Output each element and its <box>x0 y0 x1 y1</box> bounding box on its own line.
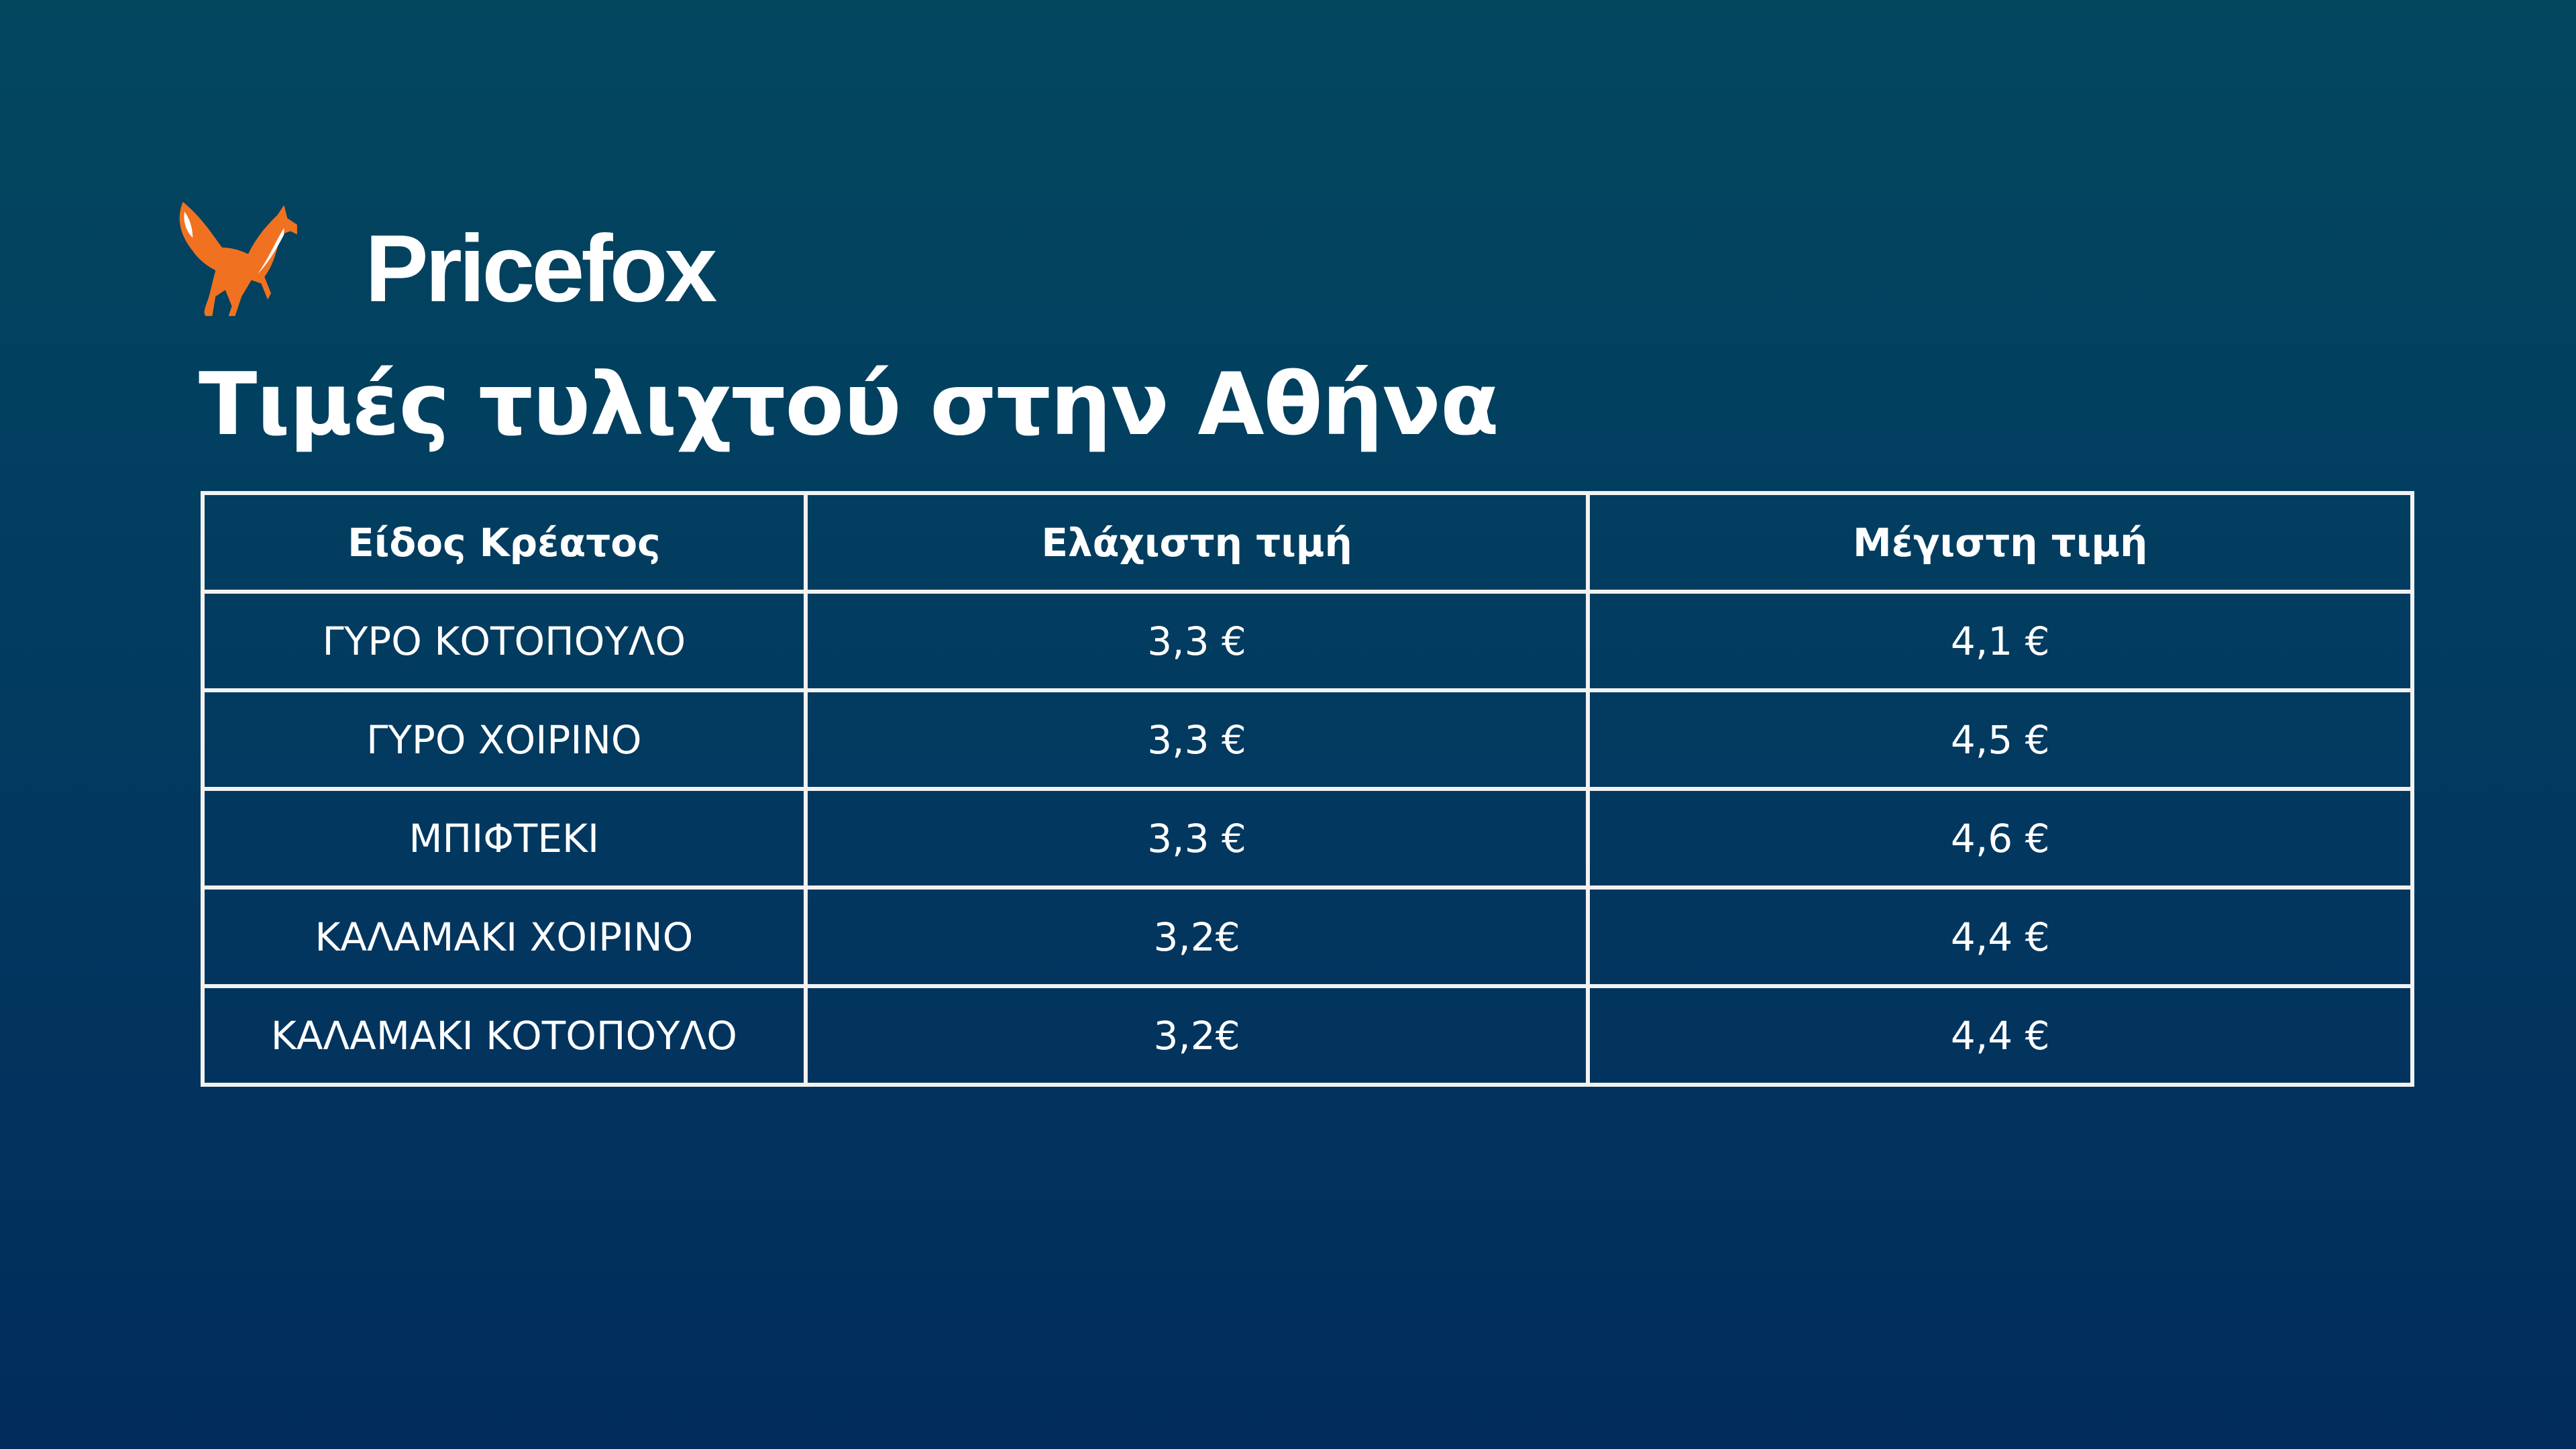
header-min-price: Ελάχιστη τιμή <box>803 491 1591 594</box>
max-price-cell: 4,4 € <box>1586 984 2414 1087</box>
max-price-cell: 4,5 € <box>1586 688 2414 791</box>
page-title: Τιμές τυλιχτού στην Αθήνα <box>199 355 1499 455</box>
max-price-cell: 4,6 € <box>1586 787 2414 890</box>
min-price-cell: 3,3 € <box>803 688 1591 791</box>
table-row: ΓΥΡΟ ΧΟΙΡΙΝΟ 3,3 € 4,5 € <box>201 688 2414 791</box>
min-price-cell: 3,3 € <box>803 590 1591 692</box>
min-price-cell: 3,2€ <box>803 984 1591 1087</box>
fox-icon <box>179 201 297 317</box>
min-price-cell: 3,2€ <box>803 885 1591 988</box>
price-table: Είδος Κρέατος Ελάχιστη τιμή Μέγιστη τιμή… <box>201 491 2414 1087</box>
max-price-cell: 4,1 € <box>1586 590 2414 692</box>
meat-type-cell: ΓΥΡΟ ΚΟΤΟΠΟΥΛΟ <box>201 590 808 692</box>
table-row: ΚΑΛΑΜΑΚΙ ΧΟΙΡΙΝΟ 3,2€ 4,4 € <box>201 885 2414 988</box>
table-row: ΜΠΙΦΤΕΚΙ 3,3 € 4,6 € <box>201 787 2414 890</box>
table-row: ΓΥΡΟ ΚΟΤΟΠΟΥΛΟ 3,3 € 4,1 € <box>201 590 2414 692</box>
table-row: ΚΑΛΑΜΑΚΙ ΚΟΤΟΠΟΥΛΟ 3,2€ 4,4 € <box>201 984 2414 1087</box>
table-header-row: Είδος Κρέατος Ελάχιστη τιμή Μέγιστη τιμή <box>201 491 2414 594</box>
meat-type-cell: ΓΥΡΟ ΧΟΙΡΙΝΟ <box>201 688 808 791</box>
brand-logo <box>176 199 340 319</box>
header-max-price: Μέγιστη τιμή <box>1586 491 2414 594</box>
meat-type-cell: ΚΑΛΑΜΑΚΙ ΧΟΙΡΙΝΟ <box>201 885 808 988</box>
min-price-cell: 3,3 € <box>803 787 1591 890</box>
brand-name: Pricefox <box>365 215 717 322</box>
meat-type-cell: ΜΠΙΦΤΕΚΙ <box>201 787 808 890</box>
header-meat-type: Είδος Κρέατος <box>201 491 808 594</box>
meat-type-cell: ΚΑΛΑΜΑΚΙ ΚΟΤΟΠΟΥΛΟ <box>201 984 808 1087</box>
max-price-cell: 4,4 € <box>1586 885 2414 988</box>
